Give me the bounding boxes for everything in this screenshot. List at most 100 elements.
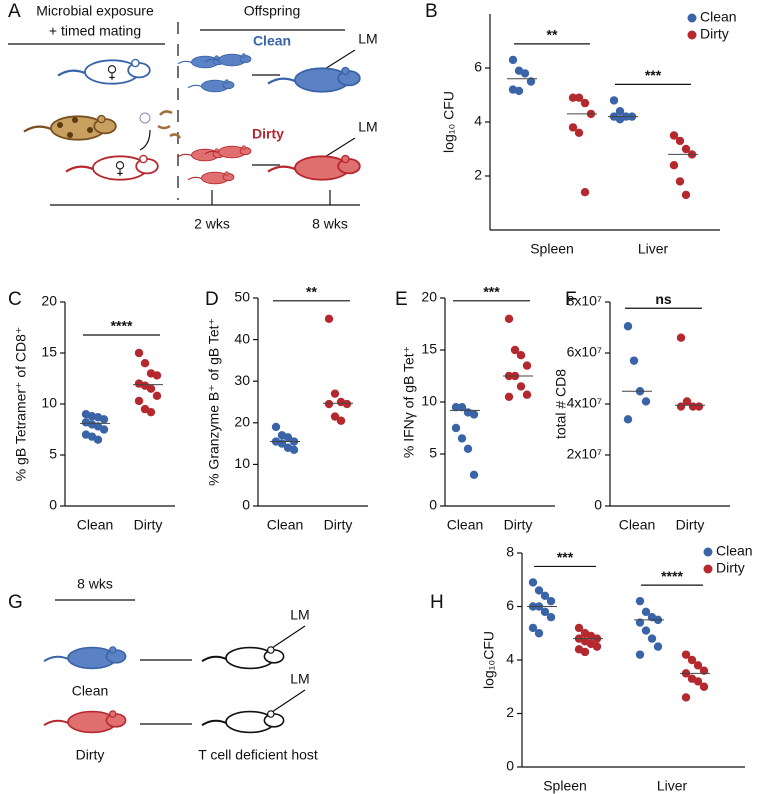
y-tick-label: 2x10⁷ — [567, 446, 602, 462]
data-point — [289, 445, 299, 455]
mouse-icon — [204, 145, 252, 159]
data-point — [152, 391, 162, 401]
y-tick-label: 2 — [506, 704, 514, 720]
data-point — [528, 578, 538, 587]
data-point — [342, 399, 352, 409]
y-tick-label: 6x10⁷ — [567, 344, 602, 360]
y-tick-label: 10 — [41, 395, 57, 411]
data-point — [528, 623, 538, 633]
data-point — [516, 351, 526, 360]
mouse-spot — [67, 132, 73, 138]
female-symbol — [109, 72, 115, 81]
y-tick-label: 6 — [506, 597, 514, 613]
x-tick-label: Dirty — [504, 517, 533, 533]
female-symbol — [117, 168, 123, 177]
mouse-tail — [177, 60, 193, 65]
mouse-ear — [267, 710, 275, 718]
label: + timed mating — [49, 23, 141, 39]
data-point — [540, 591, 550, 600]
data-point — [675, 136, 685, 146]
x-tick-label: Liver — [657, 778, 688, 794]
data-point — [693, 677, 703, 686]
y-tick-label: 0 — [49, 497, 57, 513]
legend-swatch — [703, 547, 713, 557]
data-point — [330, 389, 340, 398]
y-tick-label: 15 — [421, 341, 437, 357]
data-point — [629, 356, 639, 365]
y-tick-label: 0 — [242, 497, 250, 513]
y-axis-label: % IFNγ of gB Tet⁺ — [401, 346, 417, 458]
data-point — [623, 415, 633, 424]
microbe — [157, 110, 182, 139]
data-point — [336, 416, 346, 425]
data-point — [522, 390, 532, 399]
label: Offspring — [244, 3, 301, 19]
label: LM — [290, 671, 309, 687]
mouse-tail — [43, 655, 71, 663]
mouse-tail — [177, 153, 193, 158]
data-point — [574, 128, 584, 137]
data-point — [623, 322, 633, 331]
data-point — [592, 642, 602, 651]
y-tick-label: 4 — [506, 651, 514, 667]
mouse-icon — [57, 58, 151, 85]
data-point — [635, 650, 645, 659]
data-point — [681, 144, 691, 154]
label: T cell deficient host — [198, 747, 318, 763]
y-tick-label: 8 — [506, 544, 514, 560]
x-tick-label: Liver — [638, 241, 669, 257]
mouse-ear — [139, 154, 148, 164]
data-point — [568, 123, 578, 132]
label: Clean — [253, 33, 291, 49]
panel-letter: F — [565, 289, 577, 310]
data-point — [635, 618, 645, 627]
data-point — [140, 359, 150, 368]
significance-label: ** — [547, 27, 558, 43]
arrow — [271, 689, 306, 713]
y-tick-label: 4 — [474, 113, 482, 129]
data-point — [469, 410, 479, 419]
data-point — [514, 86, 524, 96]
mouse-icon — [204, 53, 252, 67]
x-tick-label: Dirty — [134, 517, 163, 533]
data-point — [520, 69, 530, 78]
data-point — [534, 629, 544, 638]
y-axis-label: % gB Tetramer⁺ of CD8⁺ — [13, 327, 29, 482]
mouse-tail — [201, 655, 229, 663]
y-tick-label: 15 — [41, 344, 57, 360]
data-point — [451, 403, 461, 412]
y-tick-label: 10 — [234, 455, 250, 471]
data-point — [146, 407, 156, 417]
data-point — [615, 107, 625, 116]
legend-swatch — [703, 564, 713, 574]
data-point — [540, 607, 550, 617]
x-tick-label: Clean — [447, 517, 484, 533]
label: Dirty — [76, 747, 105, 763]
y-tick-label: 10 — [421, 393, 437, 409]
label: Dirty — [252, 126, 284, 142]
data-point — [504, 314, 514, 323]
data-point — [699, 682, 709, 691]
y-tick-label: 20 — [234, 414, 250, 430]
x-tick-label: Clean — [267, 517, 304, 533]
mouse-ear — [341, 66, 350, 76]
data-point — [669, 161, 679, 170]
mouse-icon — [43, 646, 127, 670]
data-point — [516, 382, 526, 391]
mouse-ear — [97, 114, 106, 124]
significance-label: ** — [306, 284, 317, 300]
legend-label: Clean — [700, 9, 737, 25]
data-point — [546, 596, 556, 606]
mouse-ear — [214, 55, 219, 60]
label: LM — [358, 31, 377, 47]
data-point — [681, 650, 691, 659]
panel-letter: A — [8, 1, 21, 22]
mouse-ear — [267, 646, 275, 654]
data-point — [283, 433, 293, 442]
mouse-icon — [23, 114, 117, 141]
panel-letter: E — [395, 289, 408, 310]
data-point — [330, 412, 340, 421]
data-point — [463, 444, 473, 453]
data-point — [324, 314, 334, 323]
